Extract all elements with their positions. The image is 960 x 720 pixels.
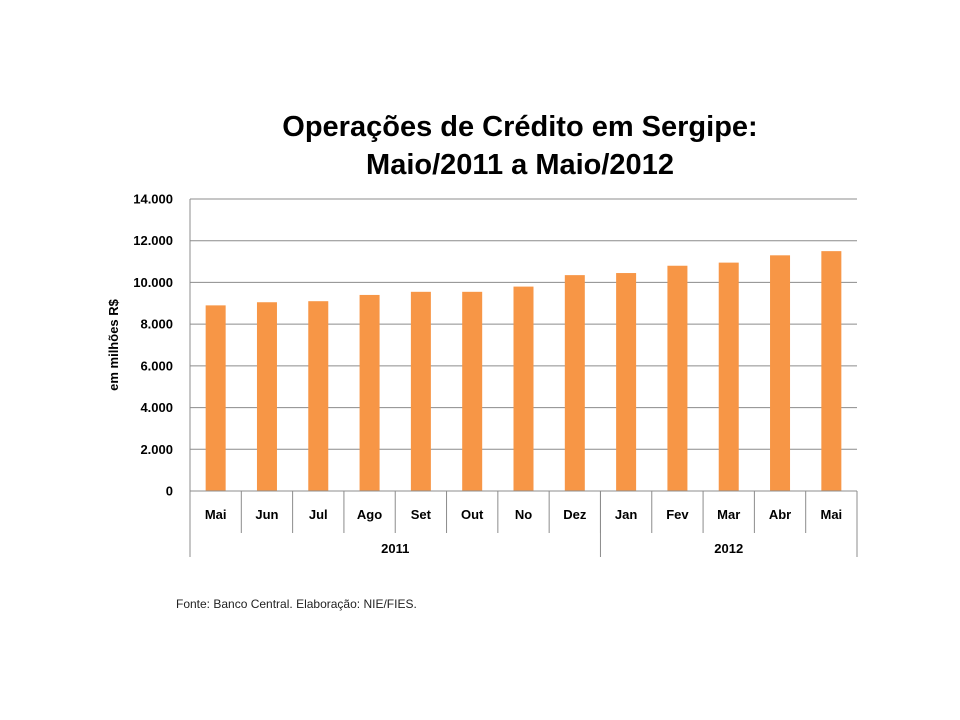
x-tick-label: Out — [461, 507, 484, 522]
y-axis-label: em milhões R$ — [106, 298, 121, 391]
y-tick-label: 4.000 — [140, 400, 173, 415]
bar — [410, 291, 431, 491]
chart-title-line-1: Operações de Crédito em Sergipe: — [282, 111, 757, 143]
bar — [256, 302, 277, 491]
y-tick-label: 12.000 — [133, 233, 173, 248]
x-tick-label: No — [515, 507, 532, 522]
x-tick-label: Set — [411, 507, 432, 522]
bar — [359, 294, 380, 491]
x-tick-label: Mai — [821, 507, 843, 522]
bar — [513, 286, 534, 491]
y-tick-label: 10.000 — [133, 275, 173, 290]
y-tick-label: 2.000 — [140, 442, 173, 457]
y-axis-ticks: 0 2.000 4.000 6.000 8.000 10.000 12.000 14.000 — [133, 192, 173, 499]
source-note: Fonte: Banco Central. Elaboração: NIE/FI… — [176, 597, 417, 611]
x-tick-label: Fev — [666, 507, 689, 522]
bar — [718, 262, 739, 491]
x-tick-label: Dez — [563, 507, 587, 522]
bars — [205, 251, 842, 491]
x-tick-label: Ago — [357, 507, 382, 522]
x-tick-label: Mar — [717, 507, 740, 522]
bar — [308, 301, 329, 491]
year-group-label: 2011 — [381, 541, 409, 556]
x-tick-label: Jun — [255, 507, 278, 522]
bar — [770, 255, 791, 491]
y-tick-label: 14.000 — [133, 192, 173, 207]
x-tick-label: Mai — [205, 507, 227, 522]
bar — [205, 305, 226, 491]
chart-title-line-2: Maio/2011 a Maio/2012 — [366, 149, 674, 181]
x-tick-label: Jan — [615, 507, 637, 522]
bar — [616, 273, 637, 491]
bar — [462, 291, 483, 491]
x-tick-label: Abr — [769, 507, 791, 522]
y-tick-label: 0 — [166, 484, 173, 499]
x-tick-label: Jul — [309, 507, 328, 522]
x-axis: Mai Jun Jul Ago Set Out No Dez Jan Fev Mar Abr Mai 20… — [189, 199, 858, 557]
bar — [821, 251, 842, 491]
bar — [667, 265, 688, 491]
year-group-label: 2012 — [714, 541, 743, 556]
y-tick-label: 6.000 — [140, 358, 173, 373]
bar — [564, 275, 585, 491]
y-tick-label: 8.000 — [140, 317, 173, 332]
